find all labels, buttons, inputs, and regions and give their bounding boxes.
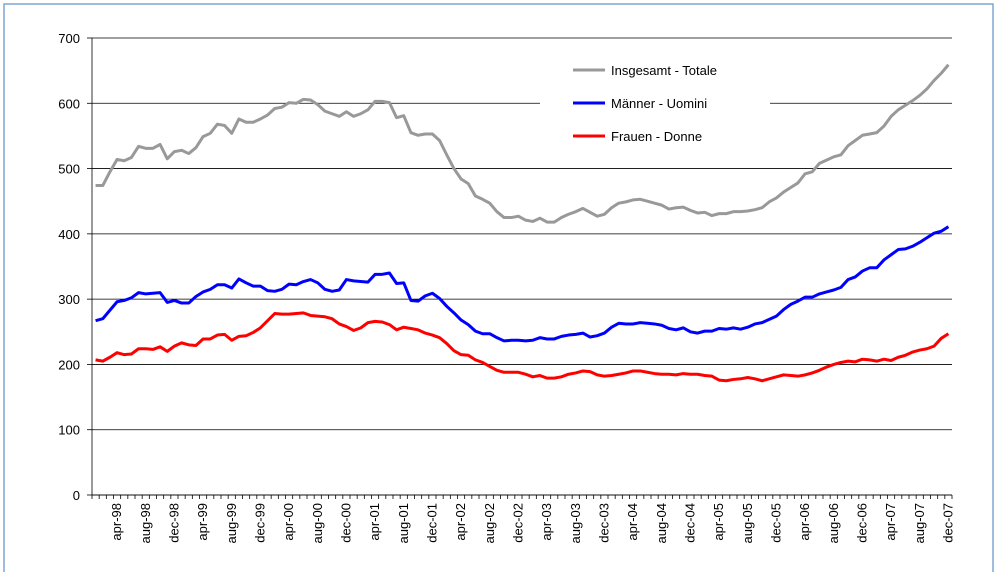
x-tick-label: dec-07	[940, 503, 955, 543]
x-tick-label: apr-99	[195, 503, 210, 541]
y-tick-label: 300	[58, 292, 80, 307]
x-tick-label: dec-06	[854, 503, 869, 543]
x-tick-label: apr-00	[281, 503, 296, 541]
y-tick-label: 200	[58, 357, 80, 372]
x-tick-label: aug-00	[310, 503, 325, 543]
x-tick-label: apr-05	[711, 503, 726, 541]
x-tick-label: aug-03	[568, 503, 583, 543]
x-tick-label: apr-02	[453, 503, 468, 541]
x-tick-label: apr-04	[625, 503, 640, 541]
legend-label: Männer - Uomini	[611, 96, 707, 111]
y-tick-label: 0	[73, 488, 80, 503]
y-tick-label: 600	[58, 96, 80, 111]
x-tick-label: apr-07	[883, 503, 898, 541]
x-tick-label: aug-07	[912, 503, 927, 543]
x-tick-label: dec-99	[252, 503, 267, 543]
x-tick-label: dec-00	[338, 503, 353, 543]
y-tick-label: 400	[58, 227, 80, 242]
legend-label: Frauen - Donne	[611, 129, 702, 144]
y-tick-label: 100	[58, 423, 80, 438]
x-tick-label: apr-03	[539, 503, 554, 541]
series-line	[95, 63, 950, 224]
x-tick-label: apr-98	[109, 503, 124, 541]
x-tick-label: dec-01	[424, 503, 439, 543]
x-tick-label: dec-04	[682, 503, 697, 543]
x-tick-label: apr-06	[797, 503, 812, 541]
y-tick-label: 500	[58, 162, 80, 177]
series-line	[95, 311, 950, 383]
x-tick-label: aug-04	[654, 503, 669, 543]
x-tick-label: aug-05	[740, 503, 755, 543]
x-tick-label: aug-06	[826, 503, 841, 543]
series-line	[95, 225, 950, 343]
x-tick-label: dec-03	[596, 503, 611, 543]
x-tick-label: aug-98	[138, 503, 153, 543]
x-tick-label: aug-01	[396, 503, 411, 543]
x-tick-label: dec-98	[166, 503, 181, 543]
x-tick-label: dec-02	[510, 503, 525, 543]
legend-label: Insgesamt - Totale	[611, 63, 717, 78]
x-tick-label: apr-01	[367, 503, 382, 541]
x-tick-label: aug-99	[224, 503, 239, 543]
x-tick-label: aug-02	[482, 503, 497, 543]
y-tick-label: 700	[58, 31, 80, 46]
x-tick-label: dec-05	[768, 503, 783, 543]
frame	[3, 3, 994, 572]
